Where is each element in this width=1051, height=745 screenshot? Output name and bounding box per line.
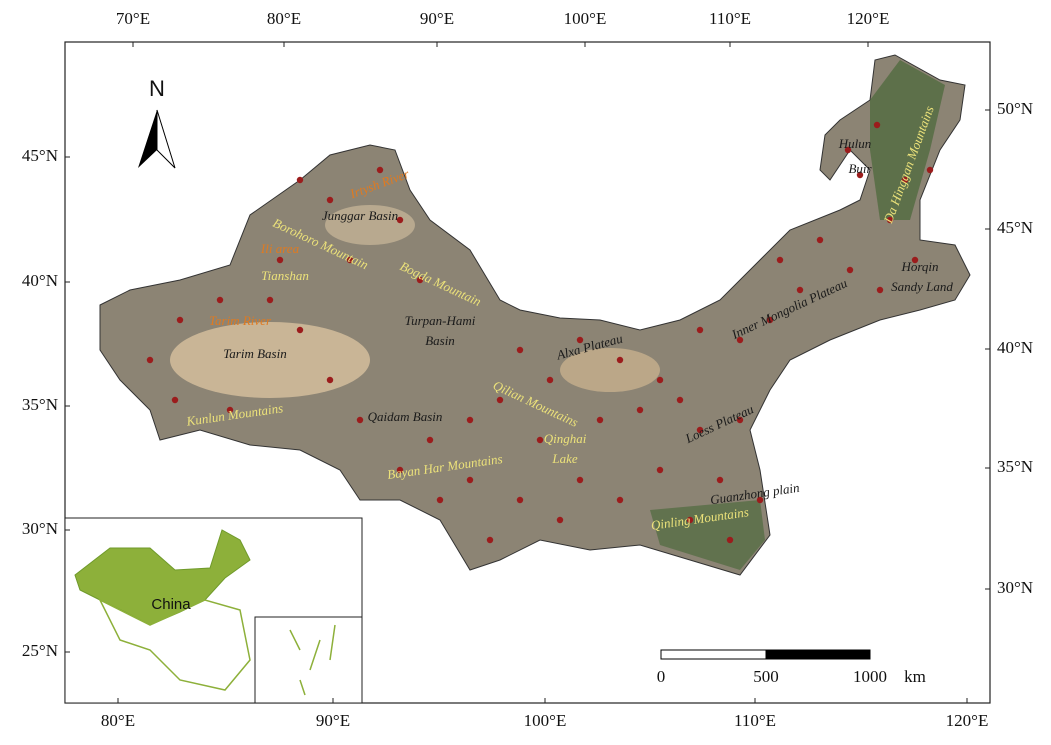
station-dot <box>817 237 823 243</box>
coordinate-label: 45°N <box>997 218 1033 237</box>
station-dot <box>467 477 473 483</box>
station-dot <box>727 537 733 543</box>
coordinate-label: 30°N <box>997 578 1033 597</box>
station-dot <box>267 297 273 303</box>
coordinate-label: 40°N <box>997 338 1033 357</box>
station-dot <box>874 122 880 128</box>
coordinate-label: 90°E <box>316 711 350 730</box>
place-label: Tarim Basin <box>223 346 286 361</box>
station-dot <box>657 377 663 383</box>
station-dot <box>557 517 563 523</box>
coordinate-label: 45°N <box>22 146 58 165</box>
inset-label: China <box>151 596 191 613</box>
coordinate-label: 25°N <box>22 641 58 660</box>
station-dot <box>927 167 933 173</box>
station-dot <box>697 327 703 333</box>
place-label: Turpan-Hami <box>405 313 476 328</box>
place-label: Tianshan <box>261 268 309 283</box>
coordinate-label: 120°E <box>946 711 989 730</box>
station-dot <box>377 167 383 173</box>
station-dot <box>172 397 178 403</box>
coordinate-label: 35°N <box>22 395 58 414</box>
scale-tick: 500 <box>753 667 779 686</box>
coordinate-label: 110°E <box>709 9 751 28</box>
station-dot <box>427 437 433 443</box>
place-label: Sandy Land <box>891 279 953 294</box>
station-dot <box>327 377 333 383</box>
station-dot <box>717 477 723 483</box>
place-label: Qaidam Basin <box>368 409 443 424</box>
coordinate-label: 50°N <box>997 99 1033 118</box>
coordinate-label: 80°E <box>267 9 301 28</box>
station-dot <box>297 177 303 183</box>
scale-tick: 0 <box>657 667 666 686</box>
station-dot <box>467 417 473 423</box>
coordinate-label: 70°E <box>116 9 150 28</box>
station-dot <box>677 397 683 403</box>
station-dot <box>877 287 883 293</box>
place-label: Basin <box>425 333 455 348</box>
station-dot <box>797 287 803 293</box>
station-dot <box>437 497 443 503</box>
station-dot <box>637 407 643 413</box>
place-label: Lake <box>551 451 578 466</box>
north-label: N <box>149 76 165 101</box>
station-dot <box>777 257 783 263</box>
station-dot <box>517 497 523 503</box>
coordinate-label: 100°E <box>524 711 567 730</box>
place-label: Qinghai <box>544 431 587 446</box>
coordinate-label: 35°N <box>997 457 1033 476</box>
place-label: Hulun <box>838 136 872 151</box>
place-label: Ili area <box>260 241 300 256</box>
scale-black <box>766 650 870 659</box>
coordinate-label: 100°E <box>564 9 607 28</box>
station-dot <box>357 417 363 423</box>
station-dot <box>617 497 623 503</box>
scale-white <box>661 650 766 659</box>
station-dot <box>147 357 153 363</box>
station-dot <box>847 267 853 273</box>
station-dot <box>497 397 503 403</box>
station-dot <box>547 377 553 383</box>
inset: China <box>65 518 362 703</box>
coordinate-label: 90°E <box>420 9 454 28</box>
station-dot <box>577 477 583 483</box>
coordinate-label: 30°N <box>22 519 58 538</box>
scale-unit: km <box>904 667 926 686</box>
station-dot <box>617 357 623 363</box>
station-dot <box>517 347 523 353</box>
place-label: Tarim River <box>209 313 272 328</box>
station-dot <box>217 297 223 303</box>
station-dot <box>277 257 283 263</box>
station-dot <box>537 437 543 443</box>
station-dot <box>597 417 603 423</box>
place-label: Horqin <box>900 259 938 274</box>
map: N China 0 500 1000 km 70°E 80°E 90°E 100°E 1… <box>0 0 1051 740</box>
place-label: Buir <box>848 161 872 176</box>
coordinate-label: 120°E <box>847 9 890 28</box>
station-dot <box>327 197 333 203</box>
station-dot <box>657 467 663 473</box>
coordinate-label: 40°N <box>22 271 58 290</box>
inset-sea-box <box>255 617 362 703</box>
coordinate-label: 110°E <box>734 711 776 730</box>
coordinate-label: 80°E <box>101 711 135 730</box>
scale-tick: 1000 <box>853 667 887 686</box>
station-dot <box>297 327 303 333</box>
station-dot <box>177 317 183 323</box>
station-dot <box>487 537 493 543</box>
place-label: Junggar Basin <box>322 208 398 223</box>
